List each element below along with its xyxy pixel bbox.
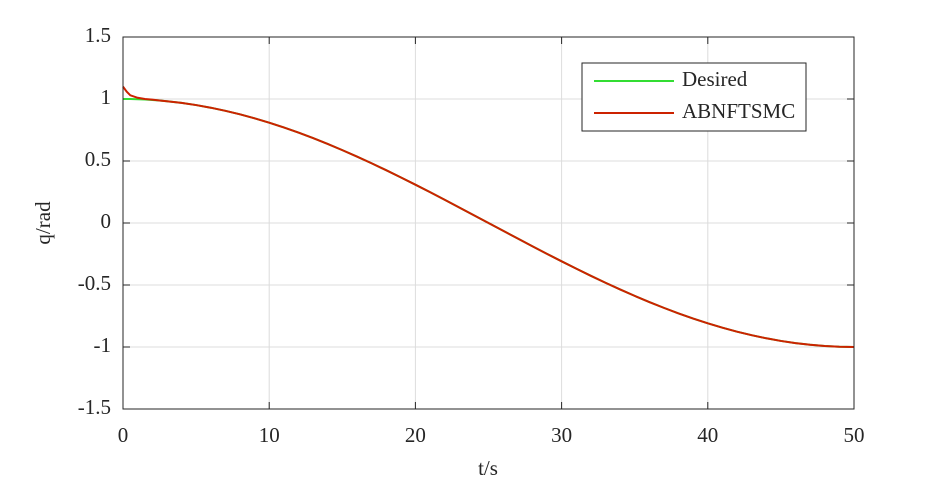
y-axis-label: q/rad [31,201,55,245]
y-tick-label: 1.5 [85,23,111,47]
y-tick-label: -0.5 [78,271,111,295]
x-tick-label: 20 [405,423,426,447]
series-line [122,86,855,348]
x-tick-label: 50 [844,423,865,447]
x-tick-label: 40 [697,423,718,447]
x-tick-label: 30 [551,423,572,447]
y-tick-label: 0 [101,209,112,233]
legend-box [581,62,807,132]
y-tick-label: 0.5 [85,147,111,171]
legend-label: ABNFTSMC [682,99,795,123]
axes-frame [122,36,855,410]
y-tick-label: -1 [94,333,112,357]
x-tick-label: 10 [259,423,280,447]
x-axis-label: t/s [478,456,498,480]
y-tick-label: -1.5 [78,395,111,419]
x-tick-label: 0 [118,423,129,447]
y-tick-label: 1 [101,85,112,109]
legend-label: Desired [682,67,748,91]
